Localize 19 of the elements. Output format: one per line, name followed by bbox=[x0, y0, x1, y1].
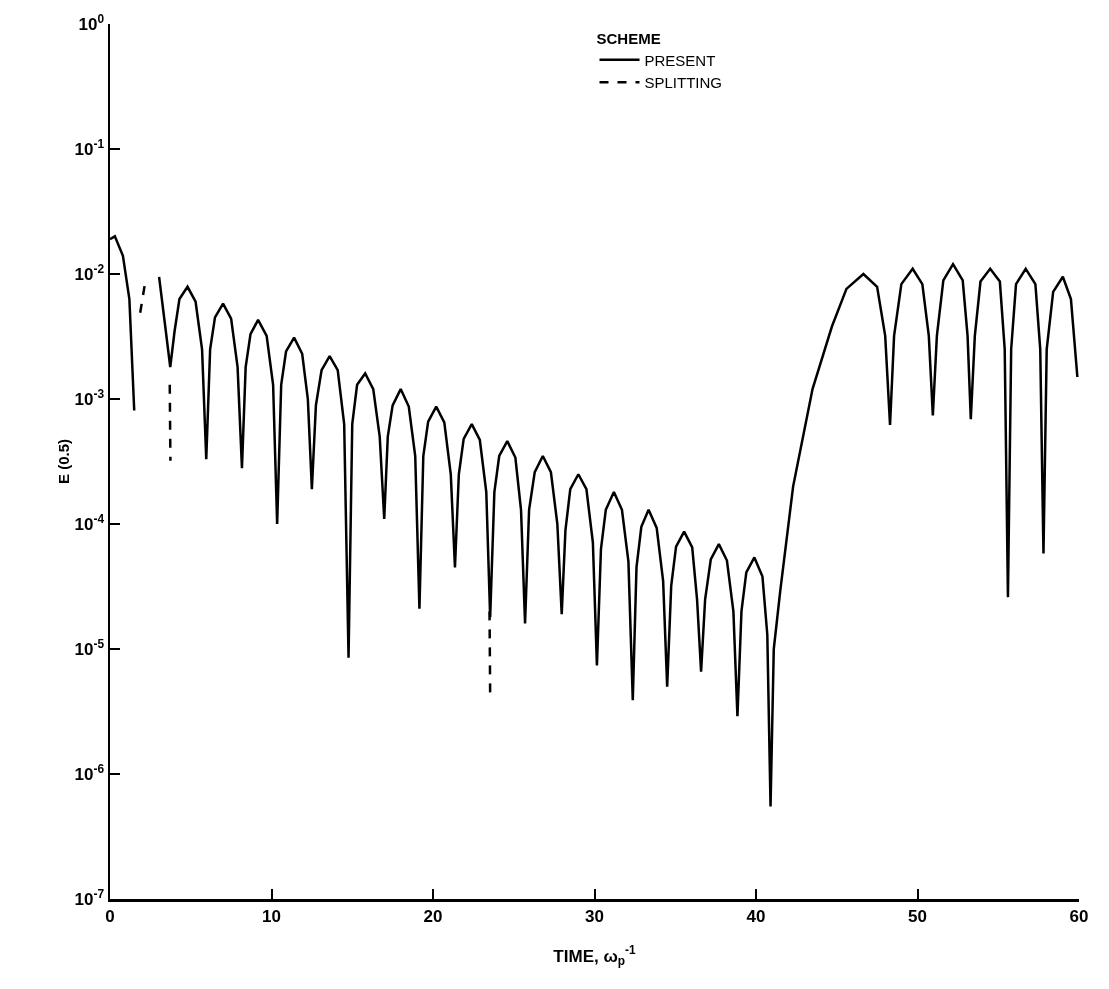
legend-title: SCHEME bbox=[596, 29, 661, 47]
legend-label: PRESENT bbox=[644, 51, 716, 69]
y-tick-label: 10$^{-2}$ bbox=[74, 261, 105, 284]
x-tick-label: 0 bbox=[105, 906, 115, 926]
x-tick-label: 40 bbox=[746, 906, 766, 926]
y-tick-label: 10$^{-4}$ bbox=[74, 511, 105, 534]
y-tick-label: 10$^{-7}$ bbox=[74, 886, 105, 909]
x-tick-label: 60 bbox=[1069, 906, 1089, 926]
y-tick-label: 10$^{-3}$ bbox=[74, 386, 105, 409]
y-tick-label: 10$^{0}$ bbox=[78, 11, 105, 34]
x-tick-label: 20 bbox=[423, 906, 443, 926]
y-tick-label: 10$^{-6}$ bbox=[74, 761, 105, 784]
y-tick-label: 10$^{-5}$ bbox=[74, 636, 105, 659]
y-tick-label: 10$^{-1}$ bbox=[74, 136, 105, 159]
x-tick-label: 30 bbox=[585, 906, 604, 926]
x-tick-label: 10 bbox=[262, 906, 281, 926]
legend-label: SPLITTING bbox=[644, 74, 723, 92]
y-axis-title: E (0.5) bbox=[54, 438, 72, 485]
x-tick-label: 50 bbox=[908, 906, 927, 926]
